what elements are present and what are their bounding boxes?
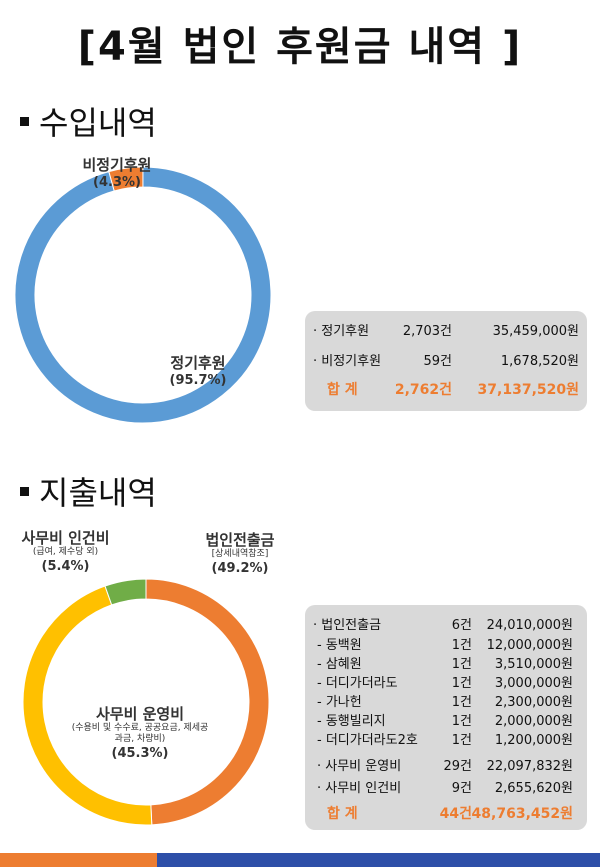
income-total-count: 2,762건 — [394, 382, 452, 398]
income-label-regular-pct: (95.7%) — [169, 373, 227, 388]
expense-row-label: - 동행빌리지 — [317, 714, 386, 729]
expense-row-label: - 더디가더라도 — [317, 676, 398, 691]
income-row-amount: 35,459,000원 — [492, 324, 579, 339]
expense-row-label: - 동백원 — [317, 638, 362, 653]
expense-row-amount: 1,200,000원 — [494, 733, 573, 748]
income-slice-1 — [14, 166, 272, 424]
income-total-row: 합 계 2,762건 37,137,520원 — [305, 379, 587, 399]
income-heading: 수입내역 — [20, 98, 157, 144]
expense-label-transfer-sub: [상세내역참조] — [211, 549, 269, 559]
expense-row-amount: 2,655,620원 — [494, 781, 573, 796]
expense-row-label: · 법인전출금 — [313, 618, 382, 633]
income-label-irregular-pct: (4.3%) — [93, 175, 141, 190]
expense-row-label: · 사무비 인건비 — [317, 781, 402, 796]
expense-label-personnel-name: 사무비 인건비 — [21, 529, 110, 547]
expense-row-amount: 24,010,000원 — [486, 618, 573, 633]
expense-row-count: 1건 — [451, 676, 472, 691]
expense-total-amount: 48,763,452원 — [471, 806, 573, 822]
income-label-irregular-name: 비정기후원 — [82, 156, 152, 174]
expense-label-personnel-sub: (급여, 제수당 외) — [32, 547, 99, 557]
income-row: · 비정기후원 59건 1,678,520원 — [305, 350, 587, 370]
expense-row-label: - 가나헌 — [317, 695, 362, 710]
expense-row-label: - 삼혜원 — [317, 657, 362, 672]
expense-row: · 법인전출금 6건 24,010,000원 — [305, 614, 587, 634]
expense-row-label: · 사무비 운영비 — [317, 759, 402, 774]
expense-row: - 동행빌리지 1건 2,000,000원 — [305, 710, 587, 730]
expense-heading: 지출내역 — [20, 468, 157, 514]
expense-slice-0 — [145, 578, 270, 826]
expense-row-count: 1건 — [451, 638, 472, 653]
income-row-amount: 1,678,520원 — [500, 354, 579, 369]
expense-row-amount: 2,000,000원 — [494, 714, 573, 729]
income-row: · 정기후원 2,703건 35,459,000원 — [305, 320, 587, 340]
expense-row: - 가나헌 1건 2,300,000원 — [305, 691, 587, 711]
expense-label-transfer-pct: (49.2%) — [211, 561, 269, 576]
bullet-icon — [20, 116, 29, 126]
expense-row: - 더디가더라도 1건 3,000,000원 — [305, 672, 587, 692]
expense-label-operation: 사무비 운영비 (수용비 및 수수료, 공공요금, 제세공과금, 차량비) (4… — [70, 706, 210, 762]
expense-donut-chart — [22, 578, 270, 826]
income-label-regular-name: 정기후원 — [170, 354, 226, 372]
expense-row-amount: 3,510,000원 — [494, 657, 573, 672]
income-row-count: 59건 — [423, 354, 452, 369]
expense-label-operation-name: 사무비 운영비 — [95, 705, 185, 723]
footer-bar-orange — [0, 853, 157, 867]
expense-slice-2 — [104, 578, 147, 606]
income-donut-chart — [14, 166, 272, 424]
expense-row-count: 6건 — [451, 618, 472, 633]
expense-row-count: 29건 — [443, 759, 472, 774]
expense-row-amount: 22,097,832원 — [486, 759, 573, 774]
expense-row: - 동백원 1건 12,000,000원 — [305, 634, 587, 654]
income-row-count: 2,703건 — [402, 324, 452, 339]
expense-row-count: 9건 — [451, 781, 472, 796]
expense-label-personnel-pct: (5.4%) — [41, 559, 90, 574]
income-row-label: · 정기후원 — [313, 324, 370, 339]
expense-row: - 삼혜원 1건 3,510,000원 — [305, 653, 587, 673]
income-heading-text: 수입내역 — [39, 104, 157, 142]
income-total-label: 합 계 — [327, 382, 358, 398]
expense-heading-text: 지출내역 — [39, 474, 157, 512]
expense-total-row: 합 계 44건 48,763,452원 — [305, 803, 587, 823]
income-label-regular: 정기후원 (95.7%) — [138, 355, 258, 389]
expense-row: · 사무비 인건비 9건 2,655,620원 — [305, 777, 587, 797]
page-title: [4월 법인 후원금 내역 ] — [77, 24, 523, 70]
expense-row-amount: 12,000,000원 — [486, 638, 573, 653]
expense-row-amount: 2,300,000원 — [494, 695, 573, 710]
income-label-irregular: 비정기후원 (4.3%) — [62, 157, 172, 191]
expense-total-count: 44건 — [439, 806, 472, 822]
expense-label-operation-pct: (45.3%) — [111, 746, 169, 761]
expense-label-transfer: 법인전출금 [상세내역참조] (49.2%) — [180, 532, 300, 577]
expense-label-operation-sub: (수용비 및 수수료, 공공요금, 제세공과금, 차량비) — [71, 723, 209, 744]
expense-total-label: 합 계 — [327, 806, 358, 822]
expense-label-transfer-name: 법인전출금 — [205, 531, 275, 549]
expense-row: · 사무비 운영비 29건 22,097,832원 — [305, 755, 587, 775]
expense-summary-box: · 법인전출금 6건 24,010,000원 - 동백원 1건 12,000,000원 - … — [305, 605, 587, 830]
expense-row-label: - 더디가더라도2호 — [317, 733, 418, 748]
expense-label-personnel: 사무비 인건비 (급여, 제수당 외) (5.4%) — [8, 530, 123, 575]
expense-row: - 더디가더라도2호 1건 1,200,000원 — [305, 729, 587, 749]
expense-row-count: 1건 — [451, 714, 472, 729]
footer-bar-blue — [157, 853, 600, 867]
bullet-icon — [20, 486, 29, 496]
expense-row-count: 1건 — [451, 733, 472, 748]
income-summary-box: · 정기후원 2,703건 35,459,000원 · 비정기후원 59건 1,… — [305, 311, 587, 411]
income-row-label: · 비정기후원 — [313, 354, 382, 369]
expense-row-amount: 3,000,000원 — [494, 676, 573, 691]
income-total-amount: 37,137,520원 — [477, 382, 579, 398]
expense-row-count: 1건 — [451, 695, 472, 710]
expense-row-count: 1건 — [451, 657, 472, 672]
